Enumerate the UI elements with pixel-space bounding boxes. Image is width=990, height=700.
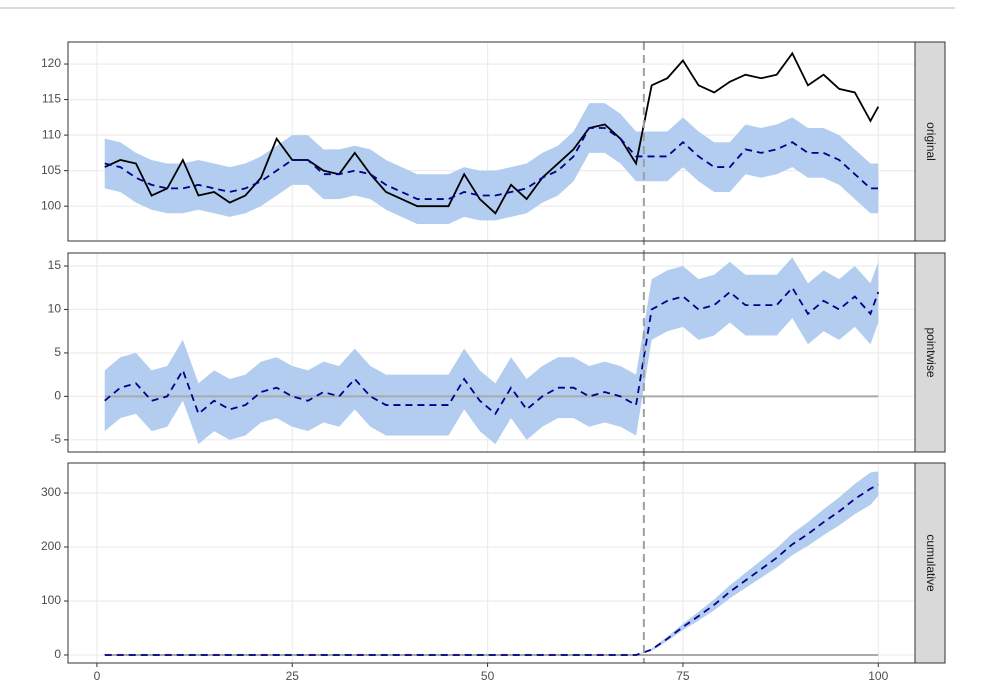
y-tick-label: 0 bbox=[54, 647, 61, 661]
interval-band bbox=[104, 103, 879, 224]
x-tick-label: 50 bbox=[481, 669, 495, 683]
y-tick-label: 120 bbox=[41, 56, 61, 70]
y-tick-label: 100 bbox=[41, 593, 61, 607]
series-line bbox=[104, 51, 880, 215]
series-line bbox=[104, 286, 880, 416]
x-tick-label: 0 bbox=[94, 669, 101, 683]
y-tick-label: 110 bbox=[42, 127, 61, 141]
strip-background bbox=[914, 462, 946, 664]
y-tick-label: 100 bbox=[41, 198, 61, 212]
strip-background bbox=[914, 252, 946, 453]
strip-label: cumulative bbox=[924, 534, 938, 592]
strip-label: pointwise bbox=[924, 327, 938, 377]
strip-label: original bbox=[924, 122, 938, 161]
y-tick-label: 105 bbox=[41, 163, 61, 177]
y-tick-label: -5 bbox=[50, 432, 61, 446]
y-tick-label: 300 bbox=[41, 485, 61, 499]
y-tick-label: 15 bbox=[48, 258, 62, 272]
y-tick-label: 0 bbox=[54, 389, 61, 403]
series-line bbox=[104, 127, 879, 200]
y-tick-label: 5 bbox=[54, 345, 61, 359]
x-tick-label: 25 bbox=[286, 669, 300, 683]
strip-background bbox=[914, 41, 946, 242]
y-tick-label: 10 bbox=[48, 302, 62, 316]
series-line bbox=[104, 484, 879, 656]
x-tick-label: 75 bbox=[676, 669, 690, 683]
y-tick-label: 115 bbox=[42, 92, 61, 106]
y-tick-label: 200 bbox=[41, 539, 61, 553]
x-tick-label: 100 bbox=[868, 669, 888, 683]
